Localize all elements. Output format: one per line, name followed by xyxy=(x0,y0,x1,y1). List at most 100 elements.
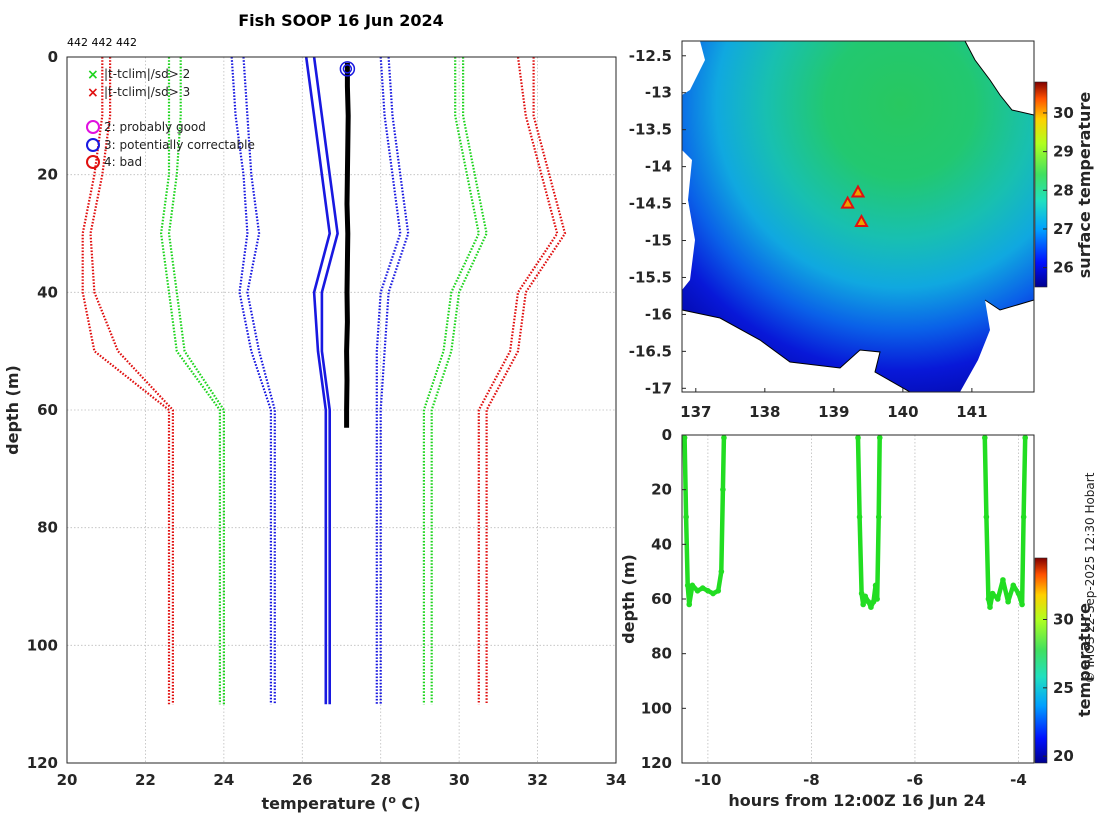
map-markers xyxy=(840,184,869,228)
map-axes-frame xyxy=(681,40,1035,393)
chart-title: Fish SOOP 16 Jun 2024 xyxy=(238,11,444,30)
depth-time-y-label: depth (m) xyxy=(619,554,638,644)
profile-series-line xyxy=(422,57,480,705)
map-panel: 137 138 139 140 141 -12.5 -13 -13.5 -14 -14.5 -15… xyxy=(629,40,1094,421)
sst-colorbar xyxy=(1034,81,1048,288)
cast-location-marker xyxy=(850,184,866,198)
depth-time-x-tick-label: -8 xyxy=(803,771,820,789)
map-y-ticks: -12.5 -13 -13.5 -14 -14.5 -15 -15.5 -16 -16.5 -17 xyxy=(629,47,686,397)
depth-time-y-tick-label: 100 xyxy=(641,699,672,717)
cast-trace xyxy=(682,435,727,607)
profile-series-line xyxy=(430,57,488,705)
legend-label-4: 3: potentially correctable xyxy=(104,138,255,152)
cast-point xyxy=(694,588,701,594)
land-mask-northeast xyxy=(965,41,1034,115)
cast-point xyxy=(718,568,725,575)
profile-grid xyxy=(67,57,616,763)
profile-x-tick-label: 26 xyxy=(292,771,313,789)
profile-x-tick-label: 24 xyxy=(213,771,234,789)
legend-label-3: 2: probably good xyxy=(104,120,206,134)
cast-point xyxy=(682,435,688,441)
sst-colorbar-tick-label: 28 xyxy=(1053,181,1074,199)
cast-point xyxy=(720,486,726,493)
cast-point xyxy=(1022,435,1028,441)
cast-point xyxy=(985,596,992,602)
depth-time-panel: -10 -8 -6 -4 0 20 40 60 80 100 120 hours from 12:… xyxy=(619,426,1094,810)
observed-profile xyxy=(344,62,351,428)
map-y-tick-label: -13.5 xyxy=(629,121,672,139)
cast-point xyxy=(872,582,879,589)
cast-point xyxy=(699,585,706,591)
profile-x-tick-label: 20 xyxy=(57,771,78,789)
map-x-tick-label: 139 xyxy=(818,403,849,421)
depth-time-y-tick-label: 40 xyxy=(651,535,672,553)
cast-point xyxy=(710,590,716,597)
profile-x-tick-label: 32 xyxy=(527,771,548,789)
map-y-tick-label: -16.5 xyxy=(629,342,672,360)
legend-marker-4 xyxy=(86,138,100,152)
profile-y-ticks: 0 20 40 60 80 100 120 xyxy=(27,48,58,772)
cast-point xyxy=(1020,514,1027,520)
platform-id-text: 442 442 442 xyxy=(67,36,137,49)
cast-point xyxy=(683,514,689,520)
coastline-southeast xyxy=(984,299,1034,311)
depth-time-y-tick-label: 0 xyxy=(662,426,672,444)
map-x-tick-label: 138 xyxy=(749,403,780,421)
observed-profile-line xyxy=(344,62,351,428)
cast-trace xyxy=(855,435,882,610)
map-x-tick-label: 137 xyxy=(680,403,711,421)
temperature-colorbar-tick-label: 25 xyxy=(1053,679,1074,697)
land-mask-west xyxy=(682,150,695,290)
cast-point xyxy=(982,435,988,441)
flag-marker-outer xyxy=(339,61,356,77)
map-x-tick-label: 141 xyxy=(956,403,987,421)
credit-text: © IMOS 22-Sep-2025 12:30 Hobart xyxy=(1083,472,1097,683)
sst-colorbar-tick-label: 27 xyxy=(1053,220,1074,238)
map-y-tick-label: -14.5 xyxy=(629,195,672,213)
profile-y-tick-label: 60 xyxy=(37,401,58,419)
cast-point xyxy=(874,596,880,602)
cast-point xyxy=(862,593,869,600)
profile-series-line xyxy=(379,57,410,705)
temperature-colorbar-ticks: 20 25 30 xyxy=(1043,611,1074,765)
cast-point xyxy=(983,514,990,520)
profile-y-tick-label: 20 xyxy=(37,166,58,184)
depth-time-points xyxy=(682,435,1028,610)
temperature-colorbar-tick-label: 30 xyxy=(1053,611,1074,629)
profile-series-line xyxy=(230,57,272,705)
map-y-tick-label: -15.5 xyxy=(629,268,672,286)
depth-time-x-ticks: -10 -8 -6 -4 xyxy=(694,771,1026,789)
cast-point xyxy=(856,514,863,520)
sst-colorbar-tick-label: 30 xyxy=(1053,104,1074,122)
depth-time-x-label: hours from 12:00Z 16 Jun 24 xyxy=(728,791,985,810)
sst-colorbar-tick-label: 29 xyxy=(1053,143,1074,161)
profile-series-line xyxy=(304,57,332,705)
temperature-colorbar-tick-label: 20 xyxy=(1053,747,1074,765)
cast-point xyxy=(721,435,727,441)
coastline-south xyxy=(682,309,911,392)
map-y-tick-label: -13 xyxy=(645,84,672,102)
cast-point xyxy=(689,582,696,589)
cast-point xyxy=(1010,582,1017,589)
cast-point xyxy=(686,601,693,608)
depth-time-x-tick-label: -6 xyxy=(907,771,924,789)
cast-point xyxy=(860,601,866,608)
map-x-ticks: 137 138 139 140 141 xyxy=(680,388,988,421)
map-x-tick-label: 140 xyxy=(887,403,918,421)
depth-time-grid xyxy=(707,435,1019,763)
cast-trace xyxy=(982,435,1028,610)
profile-x-label: temperature (o C) xyxy=(261,793,420,813)
cast-point xyxy=(989,590,996,597)
profile-y-label: depth (m) xyxy=(3,365,22,455)
land-mask-southeast xyxy=(960,300,1034,392)
cast-point xyxy=(1005,598,1011,605)
depth-time-x-tick-label: -4 xyxy=(1010,771,1027,789)
cast-point xyxy=(1019,601,1025,608)
profile-series-line xyxy=(81,57,171,705)
profile-series-line xyxy=(167,57,225,705)
profile-series-line xyxy=(159,57,221,705)
profile-y-tick-label: 40 xyxy=(37,283,58,301)
map-image xyxy=(682,41,1034,392)
map-y-tick-label: -12.5 xyxy=(629,47,672,65)
map-y-tick-label: -15 xyxy=(645,232,672,250)
